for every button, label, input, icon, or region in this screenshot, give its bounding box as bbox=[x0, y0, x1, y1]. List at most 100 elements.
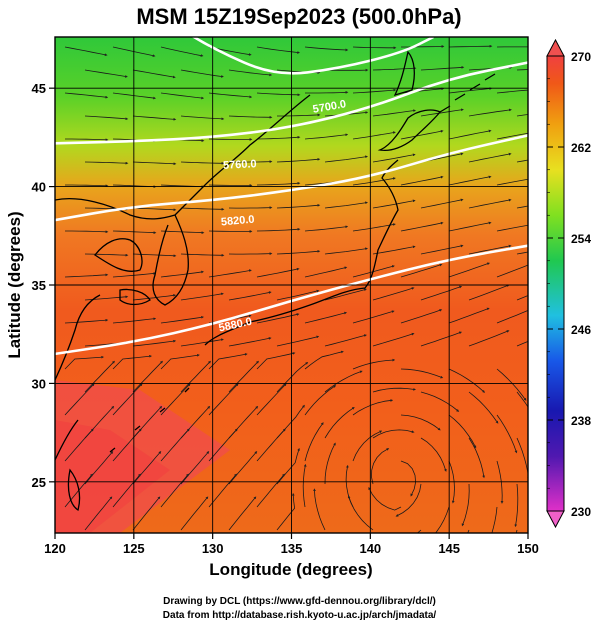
streamline bbox=[420, 244, 464, 255]
streamline bbox=[228, 252, 273, 256]
streamline bbox=[420, 66, 465, 71]
x-tick-label: 145 bbox=[438, 541, 460, 556]
streamline bbox=[516, 114, 528, 117]
streamline bbox=[468, 198, 512, 209]
streamline bbox=[368, 486, 402, 511]
x-tick-label: 130 bbox=[202, 541, 224, 556]
streamline bbox=[84, 69, 128, 78]
streamline bbox=[84, 253, 129, 257]
streamline bbox=[180, 161, 225, 165]
streamline bbox=[208, 428, 238, 462]
streamline bbox=[276, 249, 321, 255]
streamline bbox=[112, 383, 143, 416]
streamline bbox=[400, 129, 444, 140]
streamline bbox=[352, 46, 397, 50]
streamline bbox=[304, 422, 324, 462]
streamline bbox=[84, 451, 114, 485]
streamline bbox=[304, 46, 349, 52]
streamline bbox=[304, 350, 344, 370]
streamline bbox=[276, 157, 321, 163]
streamline bbox=[305, 90, 349, 94]
streamline bbox=[324, 370, 363, 393]
streamline bbox=[160, 428, 190, 462]
streamline bbox=[276, 447, 300, 485]
streamline bbox=[304, 266, 348, 278]
streamline bbox=[372, 199, 416, 209]
lat-lon-grid bbox=[55, 37, 528, 533]
streamline bbox=[160, 473, 189, 508]
streamline bbox=[228, 496, 257, 531]
streamline bbox=[352, 430, 383, 462]
coast-sakhalin bbox=[393, 50, 415, 97]
streamline bbox=[208, 383, 239, 416]
streamline bbox=[468, 244, 512, 255]
streamline bbox=[180, 292, 224, 301]
streamline bbox=[448, 129, 492, 140]
streamline bbox=[496, 132, 528, 140]
streamline bbox=[228, 206, 273, 210]
streamline bbox=[372, 109, 416, 117]
streamline bbox=[448, 307, 490, 324]
streamline bbox=[395, 483, 422, 517]
streamline bbox=[468, 437, 486, 479]
streamline bbox=[132, 339, 177, 347]
streamline bbox=[496, 309, 528, 324]
streamline bbox=[276, 492, 296, 531]
streamline bbox=[400, 368, 444, 379]
streamline bbox=[302, 463, 307, 508]
coast-ryukyu bbox=[109, 387, 190, 453]
streamline bbox=[276, 203, 321, 209]
streamline bbox=[352, 223, 396, 232]
x-tick-label: 135 bbox=[281, 541, 303, 556]
streamline bbox=[228, 160, 273, 164]
streamline bbox=[132, 69, 176, 79]
streamline bbox=[420, 108, 464, 117]
streamline bbox=[84, 161, 129, 165]
coast-taiwan bbox=[67, 468, 81, 512]
streamline bbox=[347, 495, 374, 531]
streamline bbox=[160, 92, 205, 100]
x-tick-label: 125 bbox=[123, 541, 145, 556]
streamline bbox=[516, 251, 528, 255]
y-tick-label: 25 bbox=[32, 475, 46, 490]
streamline bbox=[132, 293, 177, 301]
streamline bbox=[180, 338, 224, 347]
streamline bbox=[420, 437, 447, 472]
streamline bbox=[208, 269, 252, 278]
colorbar-tick-label: 270 bbox=[571, 50, 591, 64]
streamline bbox=[256, 473, 285, 508]
streamline bbox=[372, 429, 415, 439]
streamline bbox=[400, 87, 445, 94]
streamline bbox=[496, 178, 528, 186]
streamline bbox=[516, 295, 528, 301]
streamline bbox=[132, 451, 162, 485]
streamline bbox=[276, 289, 320, 301]
streamline bbox=[468, 108, 512, 117]
contour-5820 bbox=[55, 134, 528, 222]
coast-japan-kyushu-honshu bbox=[204, 159, 399, 346]
streamline bbox=[65, 230, 109, 234]
streamline bbox=[132, 115, 177, 121]
streamline bbox=[160, 383, 191, 416]
streamline bbox=[372, 287, 415, 301]
streamline bbox=[256, 352, 296, 370]
streamline bbox=[435, 506, 450, 533]
y-tick-label: 45 bbox=[32, 81, 46, 96]
streamline bbox=[208, 230, 253, 233]
streamline bbox=[132, 207, 177, 212]
streamline bbox=[352, 399, 394, 416]
streamline bbox=[208, 473, 237, 508]
streamline bbox=[352, 131, 396, 140]
streamline bbox=[180, 69, 224, 78]
streamline bbox=[304, 225, 349, 232]
streamline bbox=[468, 152, 512, 163]
streamline bbox=[448, 460, 455, 504]
streamline bbox=[372, 332, 415, 347]
streamline bbox=[448, 262, 491, 278]
streamline bbox=[64, 383, 95, 416]
streamline bbox=[420, 331, 463, 347]
streamline bbox=[420, 285, 463, 301]
streamline bbox=[324, 155, 368, 163]
streamline bbox=[324, 247, 368, 255]
